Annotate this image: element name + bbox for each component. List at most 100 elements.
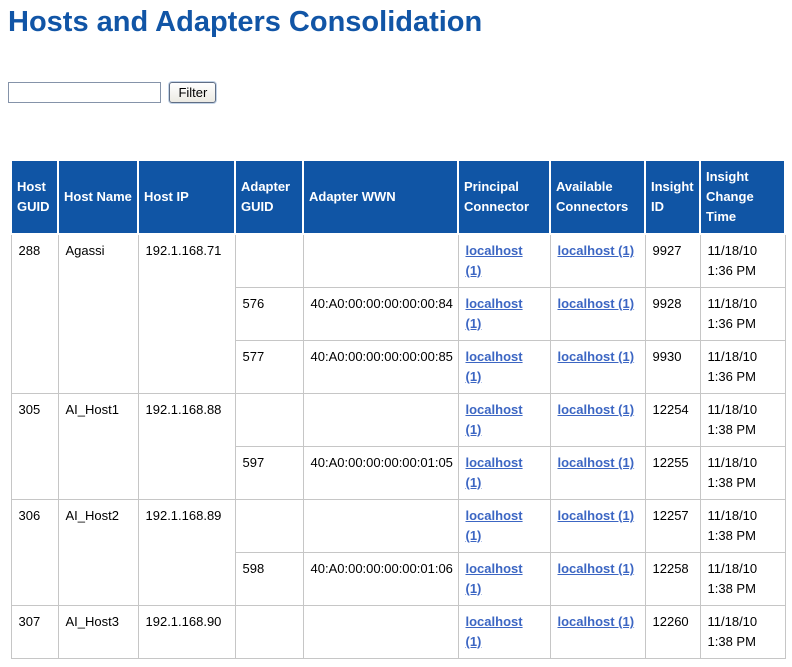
available-connectors-link[interactable]: localhost (1)	[557, 455, 635, 470]
column-header-host-name: Host Name	[57, 159, 139, 235]
column-header-principal-connector: Principal Connector	[457, 159, 551, 235]
table-body: 288 Agassi 192.1.168.71 localhost (1) localh…	[10, 233, 786, 659]
insight-id-cell: 9928	[644, 287, 701, 341]
available-connectors-link[interactable]: localhost (1)	[557, 508, 635, 523]
insight-change-time-cell: 11/18/10 1:38 PM	[699, 393, 786, 447]
column-header-host-guid: Host GUID	[10, 159, 59, 235]
adapter-guid-cell	[234, 233, 304, 288]
insight-id-cell: 12254	[644, 393, 701, 447]
adapter-wwn-cell: 40:A0:00:00:00:00:00:84	[302, 287, 459, 341]
adapter-wwn-cell: 40:A0:00:00:00:00:00:85	[302, 340, 459, 394]
principal-connector-cell: localhost (1)	[457, 340, 551, 394]
host-guid-cell: 288	[10, 233, 59, 394]
adapter-guid-cell	[234, 499, 304, 553]
hosts-adapters-table: Host GUID Host Name Host IP Adapter GUID Ada…	[10, 159, 786, 659]
available-connectors-cell: localhost (1)	[549, 446, 646, 500]
filter-bar: Filter	[8, 82, 784, 104]
insight-change-time-cell: 11/18/10 1:38 PM	[699, 552, 786, 606]
insight-id-cell: 9927	[644, 233, 701, 288]
adapter-guid-cell: 597	[234, 446, 304, 500]
principal-connector-link[interactable]: localhost (1)	[465, 349, 523, 384]
adapter-guid-cell: 576	[234, 287, 304, 341]
adapter-wwn-cell	[302, 393, 459, 447]
column-header-insight-change-time: Insight Change Time	[699, 159, 786, 235]
available-connectors-link[interactable]: localhost (1)	[557, 402, 635, 417]
host-guid-cell: 305	[10, 393, 59, 500]
principal-connector-cell: localhost (1)	[457, 287, 551, 341]
adapter-wwn-cell: 40:A0:00:00:00:00:01:06	[302, 552, 459, 606]
principal-connector-cell: localhost (1)	[457, 605, 551, 659]
principal-connector-cell: localhost (1)	[457, 552, 551, 606]
principal-connector-link[interactable]: localhost (1)	[465, 455, 523, 490]
table-row: 288 Agassi 192.1.168.71 localhost (1) localh…	[10, 233, 786, 394]
principal-connector-cell: localhost (1)	[457, 446, 551, 500]
insight-id-cell: 12257	[644, 499, 701, 553]
principal-connector-link[interactable]: localhost (1)	[465, 296, 523, 331]
available-connectors-cell: localhost (1)	[549, 393, 646, 447]
host-guid-cell: 307	[10, 605, 59, 659]
column-header-adapter-wwn: Adapter WWN	[302, 159, 459, 235]
available-connectors-link[interactable]: localhost (1)	[557, 243, 635, 258]
adapter-wwn-cell	[302, 605, 459, 659]
column-header-adapter-guid: Adapter GUID	[234, 159, 304, 235]
host-ip-cell: 192.1.168.90	[137, 605, 236, 659]
table-row: 597 40:A0:00:00:00:00:01:05 localhost (1) l…	[11, 446, 786, 500]
insight-id-cell: 12255	[644, 446, 701, 500]
column-header-available-connectors: Available Connectors	[549, 159, 646, 235]
principal-connector-link[interactable]: localhost (1)	[465, 243, 523, 278]
host-ip-cell: 192.1.168.88	[137, 393, 236, 500]
principal-connector-link[interactable]: localhost (1)	[465, 402, 523, 437]
available-connectors-cell: localhost (1)	[549, 287, 646, 341]
filter-button[interactable]: Filter	[169, 82, 217, 103]
adapter-guid-cell: 598	[234, 552, 304, 606]
available-connectors-link[interactable]: localhost (1)	[557, 561, 635, 576]
page-title: Hosts and Adapters Consolidation	[8, 6, 483, 38]
table-row: 305 AI_Host1 192.1.168.88 localhost (1) loca…	[10, 393, 786, 500]
insight-change-time-cell: 11/18/10 1:38 PM	[699, 499, 786, 553]
insight-id-cell: 12258	[644, 552, 701, 606]
adapter-guid-cell: 577	[234, 340, 304, 394]
host-guid-cell: 306	[10, 499, 59, 606]
adapter-wwn-cell	[302, 499, 459, 553]
table-row: 577 40:A0:00:00:00:00:00:85 localhost (1) l…	[11, 340, 786, 394]
filter-input[interactable]	[8, 82, 161, 103]
adapter-guid-cell	[234, 605, 304, 659]
principal-connector-cell: localhost (1)	[457, 499, 551, 553]
insight-id-cell: 12260	[644, 605, 701, 659]
host-name-cell: Agassi	[57, 233, 139, 394]
principal-connector-cell: localhost (1)	[457, 233, 551, 288]
available-connectors-cell: localhost (1)	[549, 233, 646, 288]
table-row: 576 40:A0:00:00:00:00:00:84 localhost (1) l…	[11, 287, 786, 341]
adapter-guid-cell	[234, 393, 304, 447]
host-name-cell: AI_Host1	[57, 393, 139, 500]
insight-change-time-cell: 11/18/10 1:38 PM	[699, 446, 786, 500]
insight-change-time-cell: 11/18/10 1:36 PM	[699, 233, 786, 288]
available-connectors-cell: localhost (1)	[549, 552, 646, 606]
column-header-insight-id: Insight ID	[644, 159, 701, 235]
table-row: 307 AI_Host3 192.1.168.90 localhost (1) loca…	[10, 605, 786, 659]
principal-connector-link[interactable]: localhost (1)	[465, 508, 523, 543]
insight-change-time-cell: 11/18/10 1:38 PM	[699, 605, 786, 659]
available-connectors-link[interactable]: localhost (1)	[557, 614, 635, 629]
host-name-cell: AI_Host3	[57, 605, 139, 659]
insight-change-time-cell: 11/18/10 1:36 PM	[699, 287, 786, 341]
available-connectors-cell: localhost (1)	[549, 340, 646, 394]
adapter-wwn-cell: 40:A0:00:00:00:00:01:05	[302, 446, 459, 500]
available-connectors-link[interactable]: localhost (1)	[557, 296, 635, 311]
host-ip-cell: 192.1.168.89	[137, 499, 236, 606]
host-name-cell: AI_Host2	[57, 499, 139, 606]
insight-change-time-cell: 11/18/10 1:36 PM	[699, 340, 786, 394]
insight-id-cell: 9930	[644, 340, 701, 394]
column-header-host-ip: Host IP	[137, 159, 236, 235]
principal-connector-cell: localhost (1)	[457, 393, 551, 447]
host-ip-cell: 192.1.168.71	[137, 233, 236, 394]
principal-connector-link[interactable]: localhost (1)	[465, 614, 523, 649]
principal-connector-link[interactable]: localhost (1)	[465, 561, 523, 596]
table-row: 598 40:A0:00:00:00:00:01:06 localhost (1) l…	[11, 552, 786, 606]
available-connectors-link[interactable]: localhost (1)	[557, 349, 635, 364]
adapter-wwn-cell	[302, 233, 459, 288]
table-row: 306 AI_Host2 192.1.168.89 localhost (1) loca…	[10, 499, 786, 606]
table-header: Host GUID Host Name Host IP Adapter GUID Ada…	[10, 159, 786, 235]
available-connectors-cell: localhost (1)	[549, 605, 646, 659]
